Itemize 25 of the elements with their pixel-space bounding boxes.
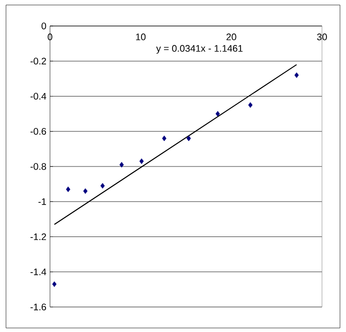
- x-tick-label: 30: [317, 34, 327, 40]
- y-tick-label: -0.8: [30, 163, 46, 170]
- x-tick-label: 0: [48, 34, 52, 40]
- y-tick-label: 0: [42, 22, 46, 30]
- x-tick-label: 20: [226, 34, 236, 40]
- annotation: y = 0.0341x - 1.1461: [156, 45, 243, 54]
- point: [83, 188, 88, 194]
- point: [162, 136, 166, 142]
- y-tick-label: -1.4: [30, 268, 46, 276]
- point: [139, 158, 144, 164]
- point: [119, 162, 124, 168]
- point: [66, 186, 70, 192]
- y-tick-label: -0.6: [30, 128, 46, 135]
- point: [294, 72, 299, 78]
- y-tick-label: -1.6: [30, 304, 46, 310]
- y-tick-label: -0.2: [30, 58, 46, 64]
- y-tick-label: -1.2: [30, 233, 46, 240]
- point: [216, 111, 220, 117]
- y-tick-label: -1: [38, 198, 46, 205]
- point: [186, 136, 191, 142]
- point: [248, 102, 253, 108]
- y-tick-label: -0.4: [30, 92, 46, 100]
- point: [100, 183, 105, 189]
- x-tick-label: 10: [136, 34, 146, 40]
- point: [52, 281, 57, 287]
